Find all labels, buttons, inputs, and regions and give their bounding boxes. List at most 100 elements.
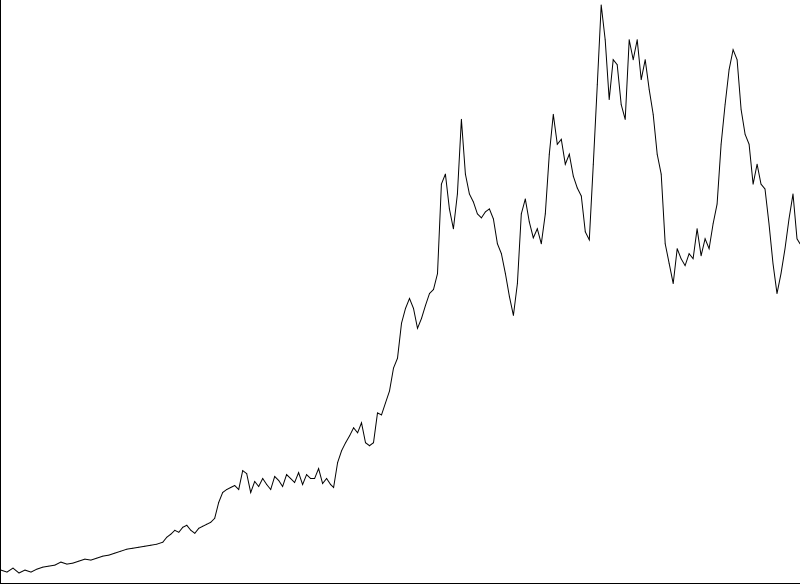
data-point (369, 445, 370, 447)
data-point (274, 476, 276, 477)
data-point (425, 304, 426, 306)
data-point (30, 571, 32, 573)
data-point (84, 558, 86, 560)
data-point (144, 545, 146, 547)
data-point (24, 569, 26, 571)
data-point (322, 483, 324, 484)
data-point (572, 175, 574, 177)
data-point (656, 153, 658, 155)
data-point (298, 472, 300, 474)
data-point (126, 548, 128, 550)
data-point (720, 143, 722, 145)
data-point (120, 550, 122, 552)
data-point (780, 273, 782, 275)
data-point (210, 521, 212, 523)
data-point (492, 218, 494, 220)
data-point (150, 544, 152, 546)
data-point (393, 367, 394, 369)
data-point (429, 293, 430, 294)
data-point (218, 501, 220, 503)
data-point (600, 4, 602, 6)
data-point (290, 478, 292, 479)
data-point (42, 566, 44, 568)
data-point (238, 489, 240, 490)
data-point (664, 243, 666, 245)
data-point (448, 208, 450, 210)
data-point (36, 568, 38, 570)
data-point (668, 263, 670, 265)
data-point (632, 59, 634, 61)
data-point (349, 435, 351, 437)
data-point (540, 243, 542, 245)
data-point (222, 492, 224, 493)
data-point (156, 543, 158, 545)
data-point (377, 412, 378, 414)
data-point (724, 104, 726, 105)
data-point (744, 133, 746, 135)
data-point (254, 481, 256, 482)
data-point (544, 213, 546, 215)
data-point (516, 283, 518, 284)
data-point (214, 517, 216, 519)
data-point (476, 213, 478, 215)
data-point (464, 173, 466, 175)
data-point (592, 163, 594, 165)
data-point (504, 273, 506, 275)
data-point (361, 422, 362, 424)
data-point (194, 532, 196, 534)
data-point (588, 239, 590, 241)
data-point (788, 218, 790, 220)
data-point (258, 486, 260, 487)
data-point (552, 113, 554, 115)
data-point (628, 39, 630, 41)
data-point (318, 468, 320, 470)
data-point (704, 238, 706, 240)
data-point (409, 298, 410, 299)
data-point (764, 188, 766, 190)
data-point (524, 198, 526, 200)
data-point (452, 228, 454, 230)
data-point (345, 442, 347, 444)
data-point (96, 557, 98, 559)
data-point (500, 253, 502, 255)
data-point (712, 223, 714, 225)
data-point (0, 569, 2, 571)
data-point (568, 153, 570, 155)
data-point (48, 565, 50, 567)
data-point (488, 208, 490, 210)
data-point (397, 357, 398, 359)
data-point (54, 564, 56, 566)
data-point (748, 143, 750, 145)
data-point (433, 289, 434, 290)
data-point (536, 228, 538, 230)
data-point (604, 39, 606, 41)
data-point (740, 108, 742, 110)
data-point (242, 470, 244, 472)
data-point (460, 118, 462, 120)
data-point (512, 314, 514, 316)
data-point (680, 258, 682, 260)
data-point (484, 211, 486, 213)
data-point (700, 255, 702, 257)
data-point (696, 228, 698, 230)
data-point (389, 390, 390, 392)
data-point (417, 327, 418, 329)
data-point (732, 49, 734, 51)
data-point (596, 84, 598, 86)
data-point (624, 118, 626, 120)
data-point (108, 554, 110, 556)
data-point (421, 317, 422, 319)
data-point (182, 526, 184, 528)
data-point (608, 99, 610, 100)
data-point (772, 263, 774, 265)
data-point (266, 484, 268, 485)
data-point (250, 492, 252, 493)
data-point (684, 265, 686, 267)
data-point (72, 562, 74, 564)
data-point (6, 571, 8, 573)
data-point (576, 187, 578, 189)
data-point (365, 442, 366, 444)
data-point (78, 560, 80, 562)
data-point (472, 201, 474, 203)
data-point (736, 59, 738, 61)
